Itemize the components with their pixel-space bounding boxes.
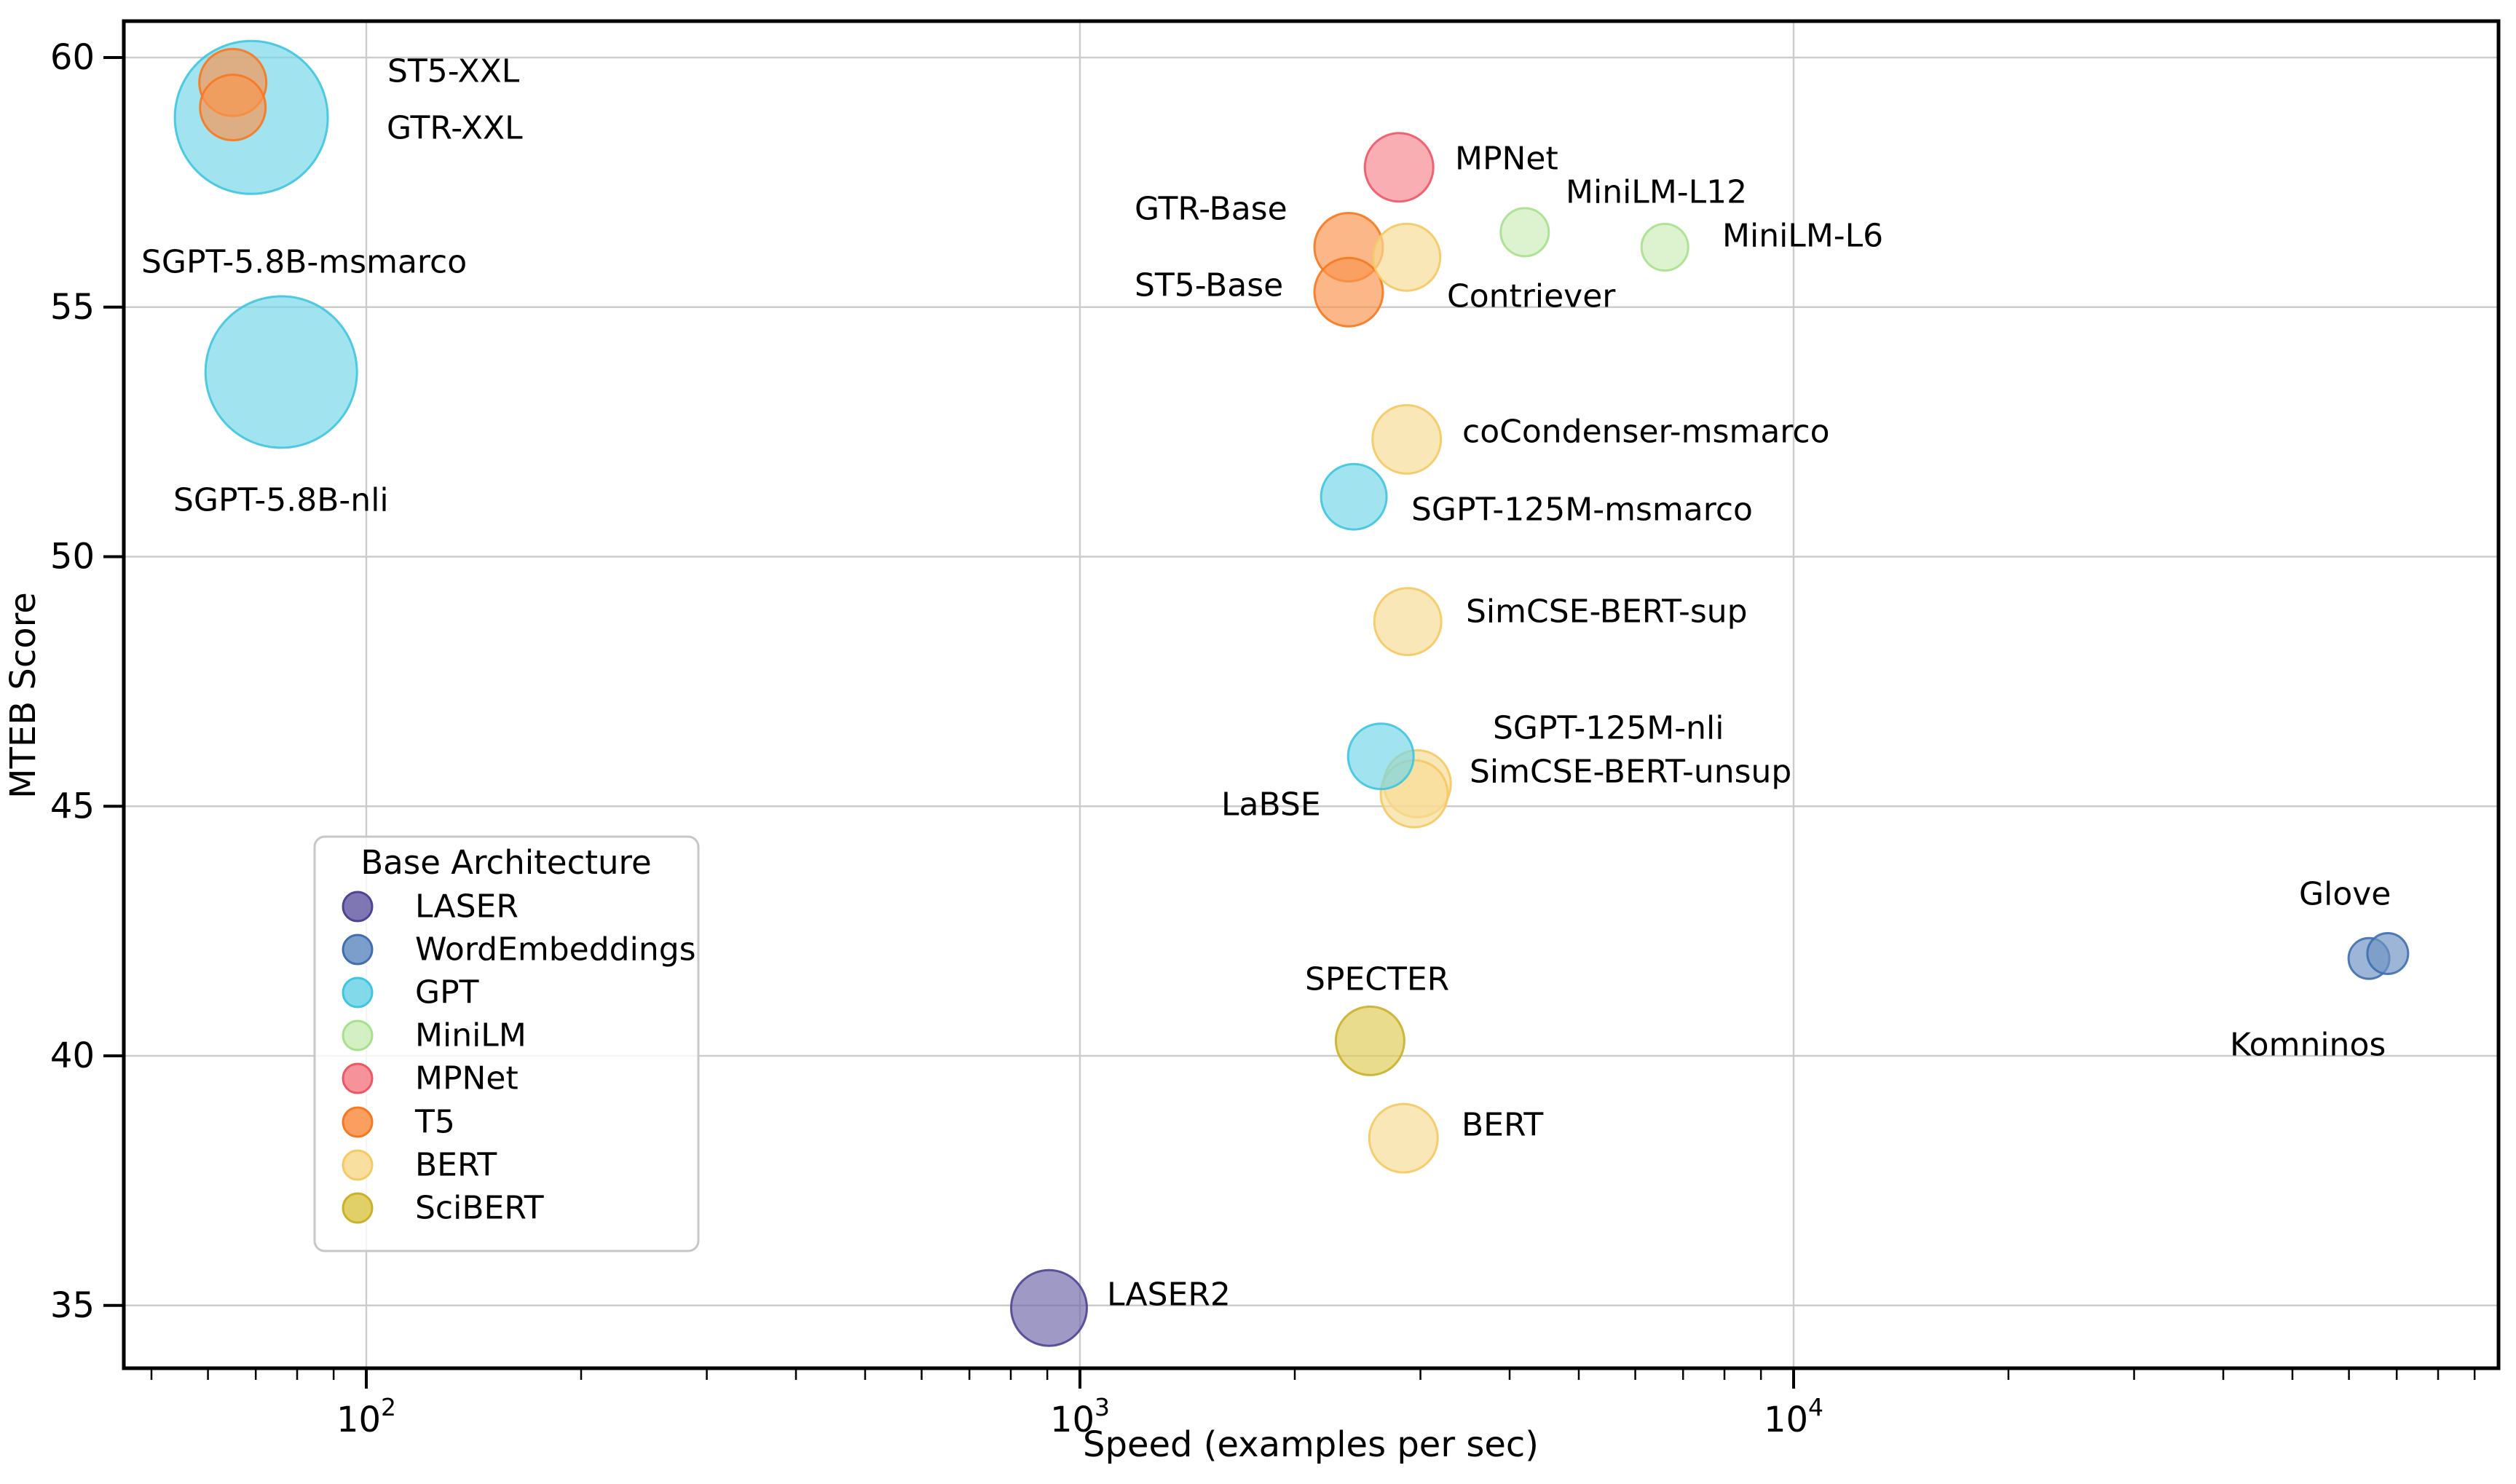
legend-title: Base Architecture [360, 843, 651, 882]
legend-swatch-SciBERT [342, 1192, 374, 1224]
plot-border [122, 19, 2501, 1370]
legend-label-T5: T5 [414, 1104, 455, 1141]
point-label-ST5-Base: ST5-Base [1135, 267, 1283, 304]
bubble-BERT [1368, 1102, 1439, 1174]
point-label-MiniLM-L12: MiniLM-L12 [1566, 174, 1747, 211]
bubble-GTR-XXL [199, 74, 267, 142]
point-label-SPECTER: SPECTER [1305, 961, 1449, 998]
y-axis-title: MTEB Score [3, 592, 44, 799]
point-label-GTR-XXL: GTR-XXL [387, 110, 523, 147]
legend-label-SciBERT: SciBERT [415, 1190, 544, 1227]
bubble-MiniLM-L12 [1499, 207, 1550, 258]
bubble-Contriever [1372, 222, 1442, 292]
legend-box [313, 835, 700, 1252]
bubble-SPECTER [1334, 1005, 1405, 1076]
point-label-LASER2: LASER2 [1107, 1276, 1231, 1314]
point-label-BERT: BERT [1462, 1107, 1543, 1144]
y-tick-label: 40 [50, 1035, 95, 1076]
plot-spines [122, 19, 2501, 1370]
legend-label-MPNet: MPNet [415, 1060, 518, 1097]
bubble-ST5-Base [1313, 256, 1384, 328]
bubble-MPNet [1363, 132, 1435, 203]
x-tick-exponent: 2 [381, 1393, 396, 1421]
legend-swatch-MPNet [342, 1062, 374, 1094]
point-label-Contriever: Contriever [1447, 278, 1616, 315]
point-label-LaBSE: LaBSE [1221, 786, 1321, 824]
x-tick-exponent: 3 [1095, 1393, 1110, 1421]
legend-swatch-WordEmbeddings [342, 934, 374, 966]
y-tick-label: 55 [50, 287, 95, 328]
legend-swatch-LASER [342, 891, 374, 923]
point-label-MPNet: MPNet [1455, 141, 1558, 178]
point-label-ST5-XXL: ST5-XXL [387, 53, 520, 90]
legend-swatch-T5 [342, 1106, 374, 1138]
legend-items: LASER WordEmbeddings GPT MiniLM MPNet T5 BERT S… [342, 888, 696, 1227]
y-tick-label: 45 [50, 786, 95, 826]
legend-swatch-BERT [342, 1149, 374, 1181]
legend: Base Architecture LASER WordEmbeddings GPT… [313, 835, 700, 1252]
x-tick-exponent: 4 [1808, 1393, 1823, 1421]
point-label-SGPT-5.8B-nli: SGPT-5.8B-nli [173, 482, 389, 519]
y-tick-label: 60 [50, 37, 95, 78]
bubble-Komninos [2366, 932, 2410, 975]
point-label-SimCSE-BERT-unsup: SimCSE-BERT-unsup [1470, 754, 1791, 791]
bubble-LASER2 [1010, 1268, 1088, 1347]
point-label-Glove: Glove [2299, 876, 2391, 913]
bubble-MiniLM-L6 [1640, 223, 1689, 272]
y-tick-label: 50 [50, 537, 95, 577]
point-labels: ST5-XXL GTR-XXL SGPT-5.8B-msmarco SGPT-5.8B… [141, 53, 2391, 1314]
point-label-SGPT-125M-nli: SGPT-125M-nli [1493, 710, 1724, 747]
legend-label-LASER: LASER [415, 888, 518, 925]
x-axis-title: Speed (examples per sec) [1083, 1424, 1539, 1465]
bubble-SGPT-5.8B-nli [204, 295, 358, 449]
bubble-SimCSE-BERT-sup [1373, 587, 1443, 657]
x-tick-label: 104 [1764, 1393, 1823, 1440]
y-tick-label: 35 [50, 1285, 95, 1326]
legend-swatch-MiniLM [342, 1019, 374, 1051]
bubble-SGPT-125M-msmarco [1320, 462, 1388, 531]
legend-label-WordEmbeddings: WordEmbeddings [415, 931, 696, 968]
legend-label-GPT: GPT [415, 974, 479, 1011]
legend-label-BERT: BERT [415, 1147, 497, 1184]
point-label-SGPT-125M-msmarco: SGPT-125M-msmarco [1411, 492, 1753, 529]
point-label-Komninos: Komninos [2230, 1027, 2386, 1064]
point-label-coCondenser-msmarco: coCondenser-msmarco [1462, 414, 1830, 451]
point-label-SimCSE-BERT-sup: SimCSE-BERT-sup [1466, 593, 1748, 631]
legend-label-MiniLM: MiniLM [415, 1017, 527, 1054]
data-bubbles [173, 39, 2410, 1347]
legend-swatch-GPT [342, 976, 374, 1009]
point-label-MiniLM-L6: MiniLM-L6 [1722, 218, 1883, 255]
bubble-SGPT-125M-nli [1346, 722, 1415, 791]
point-label-SGPT-5.8B-msmarco: SGPT-5.8B-msmarco [141, 244, 467, 281]
bubble-coCondenser-msmarco [1371, 403, 1443, 475]
x-tick-label: 102 [336, 1393, 396, 1440]
point-label-GTR-Base: GTR-Base [1135, 191, 1287, 228]
